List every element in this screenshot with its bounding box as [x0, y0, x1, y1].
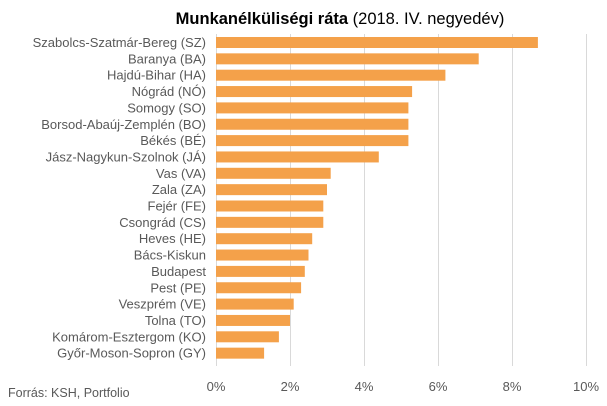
bar — [216, 167, 331, 179]
chart-title-bold: Munkanélküliségi ráta — [176, 10, 349, 28]
bar — [216, 184, 327, 196]
category-label: Csongrád (CS) — [119, 215, 206, 230]
category-label: Pest (PE) — [150, 280, 206, 295]
bar — [216, 200, 324, 212]
bar — [216, 69, 446, 81]
bar — [216, 233, 313, 245]
x-tick-label: 10% — [573, 379, 599, 394]
category-label: Veszprém (VE) — [119, 297, 206, 312]
bar — [216, 282, 302, 294]
bar — [216, 53, 479, 65]
category-label: Bács-Kiskun — [134, 248, 206, 263]
category-label: Békés (BÉ) — [140, 133, 206, 148]
category-labels: Szabolcs-Szatmár-Bereg (SZ)Baranya (BA) H… — [33, 35, 207, 361]
bar — [216, 265, 305, 277]
bar — [216, 118, 409, 130]
bar — [216, 102, 409, 114]
category-label: Tolna (TO) — [145, 313, 206, 328]
category-label: Komárom-Esztergom (KO) — [52, 329, 206, 344]
bar — [216, 151, 379, 163]
bar — [216, 249, 309, 261]
bar — [216, 331, 279, 343]
category-label: Zala (ZA) — [152, 182, 206, 197]
x-tick-label: 4% — [355, 379, 374, 394]
category-label: Nógrád (NÓ) — [132, 84, 206, 99]
category-label: Győr-Moson-Sopron (GY) — [57, 346, 206, 361]
bar — [216, 37, 538, 48]
x-tick-label: 0% — [207, 379, 226, 394]
category-label: Borsod-Abaúj-Zemplén (BO) — [41, 117, 206, 132]
chart-title: Munkanélküliségi ráta (2018. IV. negyedé… — [176, 10, 505, 28]
category-label: Heves (HE) — [139, 231, 206, 246]
bar — [216, 135, 409, 147]
source-note: Forrás: KSH, Portfolio — [8, 386, 130, 400]
x-tick-label: 6% — [429, 379, 448, 394]
bar — [216, 298, 294, 310]
category-label: Szabolcs-Szatmár-Bereg (SZ) — [33, 35, 206, 50]
bar — [216, 86, 413, 98]
x-axis-ticks: 0% 2% 4% 6% 8% 10% — [207, 379, 600, 394]
category-label: Budapest — [151, 264, 206, 279]
category-label: Vas (VA) — [156, 166, 206, 181]
chart-title-rest: (2018. IV. negyedév) — [348, 10, 504, 28]
x-tick-label: 8% — [503, 379, 522, 394]
bar — [216, 347, 265, 359]
x-tick-label: 2% — [281, 379, 300, 394]
category-label: Fejér (FE) — [148, 199, 207, 214]
category-label: Baranya (BA) — [128, 51, 206, 66]
bar — [216, 314, 290, 326]
bars — [216, 37, 538, 359]
category-label: Hajdú-Bihar (HA) — [107, 68, 206, 83]
category-label: Somogy (SO) — [127, 100, 206, 115]
bar — [216, 216, 324, 228]
category-label: Jász-Nagykun-Szolnok (JÁ) — [46, 149, 206, 164]
